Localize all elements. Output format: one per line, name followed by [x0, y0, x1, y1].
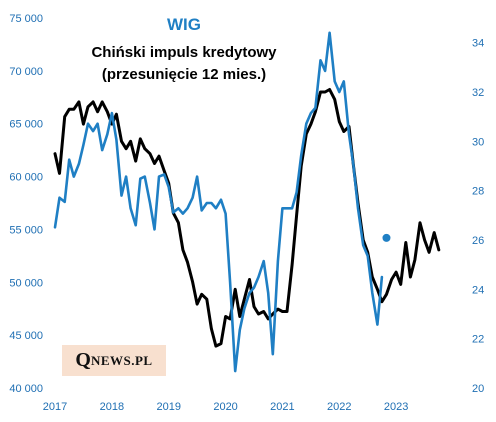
logo-q: Q — [75, 349, 91, 371]
wig-series-line — [53, 31, 384, 373]
x-tick-label: 2022 — [327, 401, 351, 413]
x-tick-label: 2021 — [270, 401, 294, 413]
y-right-tick-label: 34 — [472, 38, 484, 50]
qnews-logo: Q NEWS.PL — [62, 345, 166, 376]
x-tick-label: 2018 — [100, 401, 124, 413]
y-left-tick-label: 50 000 — [9, 277, 43, 289]
y-left-tick-label: 40 000 — [9, 383, 43, 395]
x-tick-label: 2023 — [384, 401, 408, 413]
impulse-series-line — [53, 88, 441, 348]
x-tick-label: 2017 — [43, 401, 67, 413]
y-right-tick-label: 22 — [472, 334, 484, 346]
y-right-tick-label: 30 — [472, 136, 484, 148]
y-right-tick-label: 20 — [472, 383, 484, 395]
chart-title: WIG — [167, 15, 201, 34]
y-left-tick-label: 65 000 — [9, 119, 43, 131]
x-tick-label: 2019 — [156, 401, 180, 413]
y-left-tick-label: 55 000 — [9, 224, 43, 236]
y-left-tick-label: 45 000 — [9, 330, 43, 342]
y-right-tick-label: 26 — [472, 235, 484, 247]
y-right-tick-label: 24 — [472, 284, 484, 296]
y-left-tick-label: 60 000 — [9, 172, 43, 184]
y-right-tick-label: 32 — [472, 87, 484, 99]
y-left-tick-label: 75 000 — [9, 13, 43, 25]
axes-layer: 40 000 45 000 50 000 55 000 60 000 65 000 70 0… — [9, 13, 484, 413]
chart-subtitle-line1: Chiński impuls kredytowy — [91, 44, 277, 61]
logo-text: NEWS.PL — [90, 352, 153, 368]
series-layer — [53, 31, 441, 373]
y-left-tick-label: 70 000 — [9, 66, 43, 78]
x-tick-label: 2020 — [213, 401, 237, 413]
y-right-tick-label: 28 — [472, 186, 484, 198]
wig-point-marker — [382, 233, 391, 242]
chart-subtitle-line2: (przesunięcie 12 mies.) — [102, 66, 266, 83]
